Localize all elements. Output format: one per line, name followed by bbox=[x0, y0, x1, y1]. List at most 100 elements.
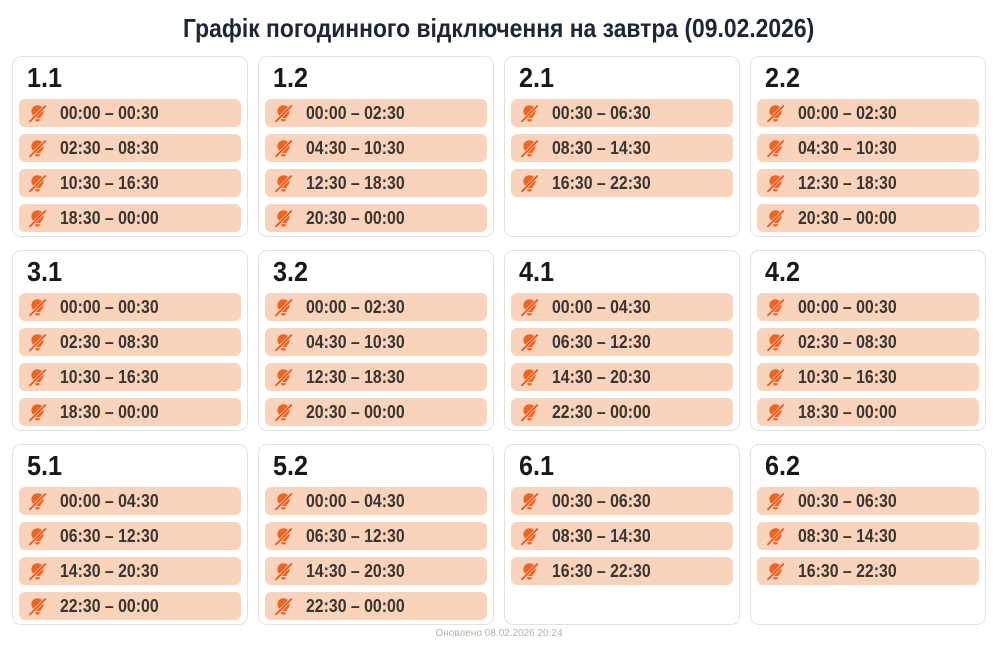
interval-time: 00:00 – 04:30 bbox=[306, 490, 405, 511]
outage-interval-row: 20:30 – 00:00 bbox=[265, 204, 487, 232]
group-card: 3.2 00:00 – 02:30 04:30 – 10:30 12:30 – … bbox=[258, 250, 494, 431]
light-bulb-off-icon bbox=[28, 527, 47, 545]
outage-interval-row: 14:30 – 20:30 bbox=[265, 557, 487, 585]
outage-interval-row: 02:30 – 08:30 bbox=[19, 134, 241, 162]
outage-interval-row: 12:30 – 18:30 bbox=[757, 169, 979, 197]
interval-time: 00:30 – 06:30 bbox=[552, 490, 651, 511]
interval-list: 00:00 – 00:30 02:30 – 08:30 10:30 – 16:3… bbox=[757, 293, 979, 426]
light-bulb-off-icon bbox=[520, 527, 539, 545]
light-bulb-off-icon bbox=[274, 298, 293, 316]
group-label: 3.1 bbox=[27, 256, 63, 287]
outage-interval-row: 20:30 – 00:00 bbox=[757, 204, 979, 232]
outage-interval-row: 22:30 – 00:00 bbox=[511, 398, 733, 426]
interval-time: 00:00 – 00:30 bbox=[60, 296, 159, 317]
outage-interval-row: 20:30 – 00:00 bbox=[265, 398, 487, 426]
outage-interval-row: 18:30 – 00:00 bbox=[757, 398, 979, 426]
interval-time: 00:30 – 06:30 bbox=[552, 102, 651, 123]
light-bulb-off-icon bbox=[28, 104, 47, 122]
outage-interval-row: 00:00 – 02:30 bbox=[265, 99, 487, 127]
outage-interval-row: 00:00 – 02:30 bbox=[265, 293, 487, 321]
light-bulb-off-icon bbox=[274, 368, 293, 386]
outage-interval-row: 14:30 – 20:30 bbox=[19, 557, 241, 585]
light-bulb-off-icon bbox=[766, 492, 785, 510]
group-label: 2.2 bbox=[765, 62, 801, 93]
interval-time: 20:30 – 00:00 bbox=[306, 207, 405, 228]
group-label: 3.2 bbox=[273, 256, 309, 287]
interval-list: 00:30 – 06:30 08:30 – 14:30 16:30 – 22:3… bbox=[757, 487, 979, 585]
outage-interval-row: 00:00 – 04:30 bbox=[511, 293, 733, 321]
interval-time: 00:00 – 00:30 bbox=[798, 296, 897, 317]
light-bulb-off-icon bbox=[28, 298, 47, 316]
interval-time: 20:30 – 00:00 bbox=[306, 401, 405, 422]
interval-time: 10:30 – 16:30 bbox=[60, 366, 159, 387]
interval-time: 16:30 – 22:30 bbox=[552, 172, 651, 193]
light-bulb-off-icon bbox=[766, 298, 785, 316]
interval-time: 14:30 – 20:30 bbox=[60, 560, 159, 581]
group-label: 5.1 bbox=[27, 450, 63, 481]
interval-time: 04:30 – 10:30 bbox=[306, 331, 405, 352]
group-card: 2.1 00:30 – 06:30 08:30 – 14:30 16:30 – … bbox=[504, 56, 740, 237]
interval-list: 00:00 – 02:30 04:30 – 10:30 12:30 – 18:3… bbox=[265, 293, 487, 426]
outage-interval-row: 06:30 – 12:30 bbox=[511, 328, 733, 356]
light-bulb-off-icon bbox=[766, 209, 785, 227]
light-bulb-off-icon bbox=[28, 333, 47, 351]
interval-time: 20:30 – 00:00 bbox=[798, 207, 897, 228]
light-bulb-off-icon bbox=[274, 104, 293, 122]
light-bulb-off-icon bbox=[520, 104, 539, 122]
interval-time: 14:30 – 20:30 bbox=[306, 560, 405, 581]
group-card: 4.2 00:00 – 00:30 02:30 – 08:30 10:30 – … bbox=[750, 250, 986, 431]
outage-interval-row: 14:30 – 20:30 bbox=[511, 363, 733, 391]
light-bulb-off-icon bbox=[520, 333, 539, 351]
interval-time: 06:30 – 12:30 bbox=[306, 525, 405, 546]
interval-time: 00:00 – 02:30 bbox=[306, 296, 405, 317]
outage-interval-row: 04:30 – 10:30 bbox=[265, 328, 487, 356]
light-bulb-off-icon bbox=[28, 403, 47, 421]
light-bulb-off-icon bbox=[28, 174, 47, 192]
outage-interval-row: 00:00 – 04:30 bbox=[19, 487, 241, 515]
light-bulb-off-icon bbox=[766, 333, 785, 351]
group-label: 2.1 bbox=[519, 62, 555, 93]
outage-interval-row: 00:30 – 06:30 bbox=[511, 99, 733, 127]
light-bulb-off-icon bbox=[28, 139, 47, 157]
interval-list: 00:00 – 00:30 02:30 – 08:30 10:30 – 16:3… bbox=[19, 99, 241, 232]
light-bulb-off-icon bbox=[274, 597, 293, 615]
interval-list: 00:00 – 04:30 06:30 – 12:30 14:30 – 20:3… bbox=[19, 487, 241, 620]
interval-time: 22:30 – 00:00 bbox=[552, 401, 651, 422]
interval-list: 00:00 – 02:30 04:30 – 10:30 12:30 – 18:3… bbox=[265, 99, 487, 232]
light-bulb-off-icon bbox=[766, 368, 785, 386]
outage-interval-row: 18:30 – 00:00 bbox=[19, 204, 241, 232]
group-label: 1.2 bbox=[273, 62, 309, 93]
interval-time: 08:30 – 14:30 bbox=[552, 525, 651, 546]
outage-interval-row: 08:30 – 14:30 bbox=[757, 522, 979, 550]
group-card: 1.2 00:00 – 02:30 04:30 – 10:30 12:30 – … bbox=[258, 56, 494, 237]
light-bulb-off-icon bbox=[274, 403, 293, 421]
group-card: 4.1 00:00 – 04:30 06:30 – 12:30 14:30 – … bbox=[504, 250, 740, 431]
light-bulb-off-icon bbox=[274, 527, 293, 545]
outage-interval-row: 00:30 – 06:30 bbox=[511, 487, 733, 515]
interval-time: 18:30 – 00:00 bbox=[798, 401, 897, 422]
outage-interval-row: 10:30 – 16:30 bbox=[19, 169, 241, 197]
page-title: Графік погодинного відключення на завтра… bbox=[0, 0, 998, 56]
group-label: 5.2 bbox=[273, 450, 309, 481]
outage-interval-row: 12:30 – 18:30 bbox=[265, 169, 487, 197]
light-bulb-off-icon bbox=[274, 139, 293, 157]
outage-interval-row: 22:30 – 00:00 bbox=[265, 592, 487, 620]
outage-interval-row: 00:00 – 02:30 bbox=[757, 99, 979, 127]
interval-time: 06:30 – 12:30 bbox=[60, 525, 159, 546]
light-bulb-off-icon bbox=[28, 492, 47, 510]
outage-interval-row: 02:30 – 08:30 bbox=[757, 328, 979, 356]
light-bulb-off-icon bbox=[520, 403, 539, 421]
interval-time: 00:30 – 06:30 bbox=[798, 490, 897, 511]
light-bulb-off-icon bbox=[766, 139, 785, 157]
interval-time: 00:00 – 02:30 bbox=[798, 102, 897, 123]
outage-interval-row: 12:30 – 18:30 bbox=[265, 363, 487, 391]
outage-interval-row: 06:30 – 12:30 bbox=[19, 522, 241, 550]
light-bulb-off-icon bbox=[274, 333, 293, 351]
interval-list: 00:00 – 02:30 04:30 – 10:30 12:30 – 18:3… bbox=[757, 99, 979, 232]
interval-time: 14:30 – 20:30 bbox=[552, 366, 651, 387]
interval-time: 00:00 – 00:30 bbox=[60, 102, 159, 123]
interval-time: 10:30 – 16:30 bbox=[798, 366, 897, 387]
outage-interval-row: 08:30 – 14:30 bbox=[511, 134, 733, 162]
outage-interval-row: 10:30 – 16:30 bbox=[757, 363, 979, 391]
